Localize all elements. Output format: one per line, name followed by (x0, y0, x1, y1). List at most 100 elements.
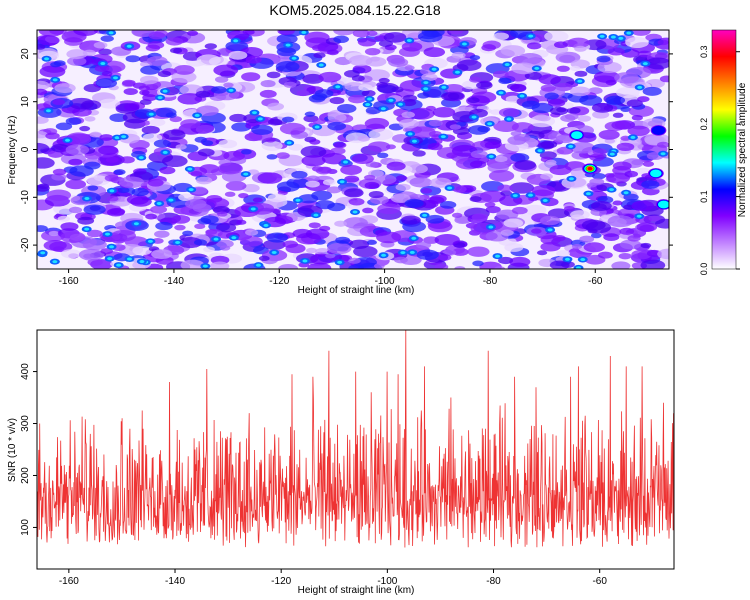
heatmap-cell (484, 202, 496, 208)
heatmap-cell (481, 44, 496, 52)
heatmap-cell (267, 102, 285, 111)
heatmap-cell (257, 172, 283, 184)
heatmap-cell (619, 227, 635, 235)
heatmap-cell (523, 204, 547, 216)
heatmap-cell (406, 38, 412, 42)
heatmap-cell (504, 63, 510, 67)
heatmap-cell (109, 245, 115, 249)
heatmap-cell (38, 30, 64, 37)
heatmap-cell (471, 115, 477, 119)
heatmap-cell (469, 76, 482, 83)
heatmap-cell (60, 222, 79, 231)
heatmap-cell (605, 79, 617, 86)
heatmap-cell (423, 87, 429, 91)
heatmap-cell (615, 87, 640, 99)
heatmap-cell (591, 102, 614, 113)
heatmap-cell (361, 90, 376, 97)
heatmap-cell (131, 188, 149, 197)
heatmap-cell (423, 47, 446, 58)
heatmap-cell (390, 193, 411, 204)
heatmap-cell (165, 112, 177, 118)
heatmap-cell (309, 139, 321, 145)
heatmap-cell (357, 135, 370, 142)
heatmap-cell (138, 156, 144, 160)
heatmap-cell (300, 145, 327, 158)
heatmap-cell (395, 175, 408, 181)
heatmap-cell (488, 154, 494, 158)
heatmap-cell (569, 65, 581, 72)
heatmap-cell (89, 131, 102, 138)
heatmap-cell (642, 161, 655, 167)
heatmap-cell (352, 30, 370, 38)
heatmap-cell (171, 215, 191, 224)
heatmap-cell (204, 43, 217, 50)
heatmap-cell (224, 191, 236, 197)
heatmap-cell (348, 198, 365, 206)
heatmap-cell (327, 242, 352, 255)
heatmap-cell (381, 253, 387, 257)
heatmap-cell (65, 138, 71, 142)
heatmap-cell (168, 198, 174, 202)
heatmap-cell (544, 92, 559, 100)
heatmap-cell (660, 152, 666, 156)
heatmap-cell (511, 62, 537, 75)
heatmap-cell (503, 218, 524, 228)
heatmap-cell (231, 236, 237, 240)
heatmap-cell (196, 105, 219, 117)
heatmap-cell (203, 246, 215, 253)
heatmap-cell (451, 212, 463, 218)
heatmap-cell (593, 70, 620, 83)
heatmap-cell (333, 35, 349, 44)
heatmap-cell (216, 222, 237, 233)
heatmap-cell (494, 155, 508, 163)
heatmap-cell (162, 155, 188, 168)
heatmap-cell (100, 62, 106, 66)
heatmap-cell (291, 170, 308, 179)
heatmap-cell (321, 153, 347, 165)
heatmap-cell (509, 182, 535, 194)
heatmap-cell (69, 97, 94, 110)
heatmap-cell (245, 55, 262, 64)
heatmap-cell (364, 181, 380, 189)
heatmap-cell (395, 183, 411, 191)
heatmap-cell (305, 228, 330, 240)
heatmap-cell (109, 113, 128, 123)
heatmap-cell (282, 240, 299, 248)
heatmap-cell (52, 260, 58, 264)
heatmap-cell (611, 120, 632, 130)
heatmap-cell (117, 187, 130, 194)
heatmap-cell (358, 84, 373, 91)
heatmap-cell (38, 35, 60, 46)
heatmap-cell (556, 107, 567, 113)
heatmap-cell (139, 90, 150, 96)
heatmap-cell (366, 30, 378, 37)
heatmap-cell (400, 251, 406, 255)
heatmap-cell (456, 59, 482, 71)
heatmap-cell (113, 169, 126, 175)
heatmap-cell (635, 167, 651, 175)
heatmap-cell (205, 229, 223, 238)
heatmap-cell (510, 153, 530, 163)
heatmap-cell (366, 239, 378, 245)
heatmap-cell (493, 32, 510, 41)
colorbar-label: Normalized spectral amplitude (737, 82, 748, 217)
heatmap-cell (618, 252, 632, 260)
heatmap-cell (411, 236, 417, 240)
heatmap-cell (109, 189, 115, 193)
heatmap-x-ticks: -160 -140 -120 -100 -80 -60 (59, 269, 603, 287)
heatmap-cell (534, 114, 549, 121)
heatmap-cell (53, 60, 66, 67)
heatmap-cell (39, 65, 66, 78)
heatmap-cell (348, 264, 364, 269)
heatmap-cell (327, 49, 339, 56)
heatmap-cell (227, 30, 250, 41)
heatmap-cell (397, 102, 403, 106)
heatmap-cell (213, 64, 239, 77)
heatmap-cell (659, 75, 669, 83)
heatmap-cell (368, 190, 384, 199)
heatmap-cell (79, 125, 91, 132)
heatmap-cell (657, 39, 669, 46)
heatmap-cell (599, 34, 605, 38)
heatmap-cell (147, 178, 164, 187)
heatmap-cell (225, 181, 247, 191)
